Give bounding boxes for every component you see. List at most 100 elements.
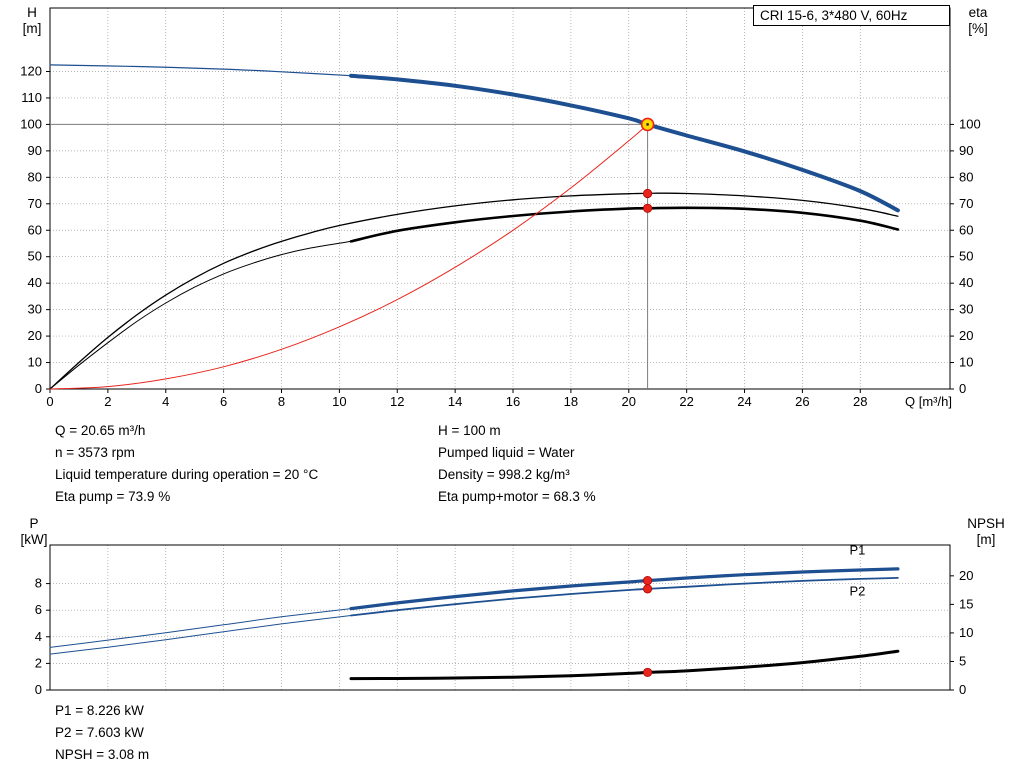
operating-marker [642, 575, 653, 586]
x-tick-label: 18 [564, 394, 578, 409]
y-tick-label-right: 80 [959, 169, 973, 184]
pump-curve [349, 73, 900, 213]
eta-axis-label-unit: [%] [968, 21, 988, 36]
power-npsh-chart: 0 2 4 6 8 0 5 10 15 20 P1 P2 [35, 542, 974, 697]
y-tick-label-left: 120 [20, 64, 42, 79]
power-annotations: P1 = 8.226 kW P2 = 7.603 kW NPSH = 3.08 … [55, 700, 149, 766]
p2-curve [350, 577, 899, 617]
annotation-eta-pump-motor: Eta pump+motor = 68.3 % [438, 489, 596, 504]
annotation-npsh: NPSH = 3.08 m [55, 747, 150, 762]
y-tick-label-right: 100 [959, 116, 981, 131]
annotation-eta-pump: Eta pump = 73.9 % [55, 489, 171, 504]
p-axis-label: P [kW] [16, 516, 52, 548]
annotation-speed: n = 3573 rpm [55, 445, 135, 460]
y-tick-label-left: 60 [28, 222, 42, 237]
y-tick-label-left: 6 [35, 602, 42, 617]
y-tick-label-right: 20 [959, 328, 973, 343]
annotation-p2: P2 = 7.603 kW [55, 725, 144, 740]
p-axis-label-unit: [kW] [20, 532, 48, 547]
p-axis-label-symbol: P [29, 516, 39, 531]
operating-marker [642, 584, 653, 594]
curve-label-p2: P2 [849, 584, 865, 599]
y-tick-label-left: 4 [35, 629, 42, 644]
eta-axis-label-symbol: eta [968, 5, 988, 20]
y-tick-label-right: 10 [959, 355, 973, 370]
npsh-axis-label-symbol: NPSH [967, 516, 1005, 531]
y-tick-label-right: 10 [959, 625, 973, 640]
y-tick-label-left: 2 [35, 655, 42, 670]
y-tick-label-left: 90 [28, 143, 42, 158]
y-tick-label-right: 15 [959, 596, 973, 611]
pump-curve-thin [49, 64, 352, 77]
curve-label-p1: P1 [849, 542, 865, 557]
y-tick-label-left: 20 [28, 328, 42, 343]
annotation-liquid-temp: Liquid temperature during operation = 20… [55, 467, 319, 482]
x-tick-label: 16 [506, 394, 520, 409]
y-tick-label-right: 60 [959, 222, 973, 237]
x-tick-label: 8 [278, 394, 285, 409]
y-tick-label-left: 8 [35, 576, 42, 591]
x-axis-unit-label: Q [m³/h] [905, 394, 952, 409]
y-tick-label-right: 5 [959, 653, 966, 668]
y-tick-label-right: 50 [959, 249, 973, 264]
qh-eta-chart: 0 2 4 6 8 10 12 14 16 18 20 22 24 26 28 Q [m³/h]0102030… [20, 7, 981, 409]
annotation-p1: P1 = 8.226 kW [55, 703, 144, 718]
y-tick-label-left: 110 [21, 90, 42, 105]
y-tick-label-right: 90 [959, 143, 973, 158]
p2-curve-thin [49, 615, 352, 655]
x-tick-label: 6 [220, 394, 227, 409]
annotation-density: Density = 998.2 kg/m³ [438, 467, 570, 482]
npsh-axis-label: NPSH [m] [964, 516, 1008, 548]
h-axis-label-unit: [m] [22, 21, 42, 36]
x-tick-label: 20 [622, 394, 636, 409]
y-tick-label-right: 20 [959, 568, 973, 583]
eta-pump-motor-thin [49, 240, 352, 390]
plot-frame [49, 7, 951, 390]
y-tick-label-left: 80 [28, 169, 42, 184]
annotation-flow: Q = 20.65 m³/h [55, 423, 146, 438]
y-tick-label-right: 70 [959, 196, 973, 211]
duty-point-center [646, 123, 649, 126]
operating-marker [642, 203, 653, 213]
npsh-axis-label-unit: [m] [976, 532, 996, 547]
y-tick-label-right: 0 [959, 682, 966, 697]
y-tick-label-left: 50 [28, 249, 42, 264]
npsh-curve [349, 649, 900, 681]
x-tick-label: 10 [332, 394, 346, 409]
x-tick-label: 22 [679, 394, 693, 409]
h-axis-label-symbol: H [27, 5, 37, 20]
y-tick-label-left: 30 [28, 302, 42, 317]
x-tick-label: 2 [104, 394, 111, 409]
y-tick-label-right: 30 [959, 302, 973, 317]
y-tick-label-left: 40 [28, 275, 42, 290]
annotation-pumped-liquid: Pumped liquid = Water [438, 445, 575, 460]
x-tick-label: 12 [390, 394, 404, 409]
system-curve [49, 123, 649, 390]
p1-curve [349, 567, 900, 611]
y-tick-label-left: 10 [28, 355, 42, 370]
eta-pump-curve [49, 192, 899, 390]
y-tick-label-left: 0 [35, 381, 42, 396]
h-axis-label: H [m] [14, 5, 50, 37]
x-tick-label: 4 [162, 394, 169, 409]
x-tick-label: 28 [853, 394, 867, 409]
eta-pump-motor-curve [349, 206, 900, 243]
y-tick-label-left: 100 [20, 116, 42, 131]
operating-marker [642, 667, 653, 678]
p1-curve-thin [49, 608, 352, 648]
annotation-head: H = 100 m [438, 423, 501, 438]
x-tick-label: 24 [737, 394, 751, 409]
eta-axis-label: eta [%] [960, 5, 996, 37]
x-tick-label: 14 [448, 394, 462, 409]
pump-title-box: CRI 15-6, 3*480 V, 60Hz [753, 5, 950, 26]
y-tick-label-left: 70 [28, 196, 42, 211]
y-tick-label-right: 0 [959, 381, 966, 396]
y-tick-label-left: 0 [35, 682, 42, 697]
x-tick-label: 26 [795, 394, 809, 409]
duty-annotations: Q = 20.65 m³/h n = 3573 rpm Liquid tempe… [55, 420, 596, 508]
plot-frame [49, 544, 951, 691]
operating-marker [642, 188, 653, 199]
y-tick-label-right: 40 [959, 275, 973, 290]
x-tick-label: 0 [46, 394, 53, 409]
